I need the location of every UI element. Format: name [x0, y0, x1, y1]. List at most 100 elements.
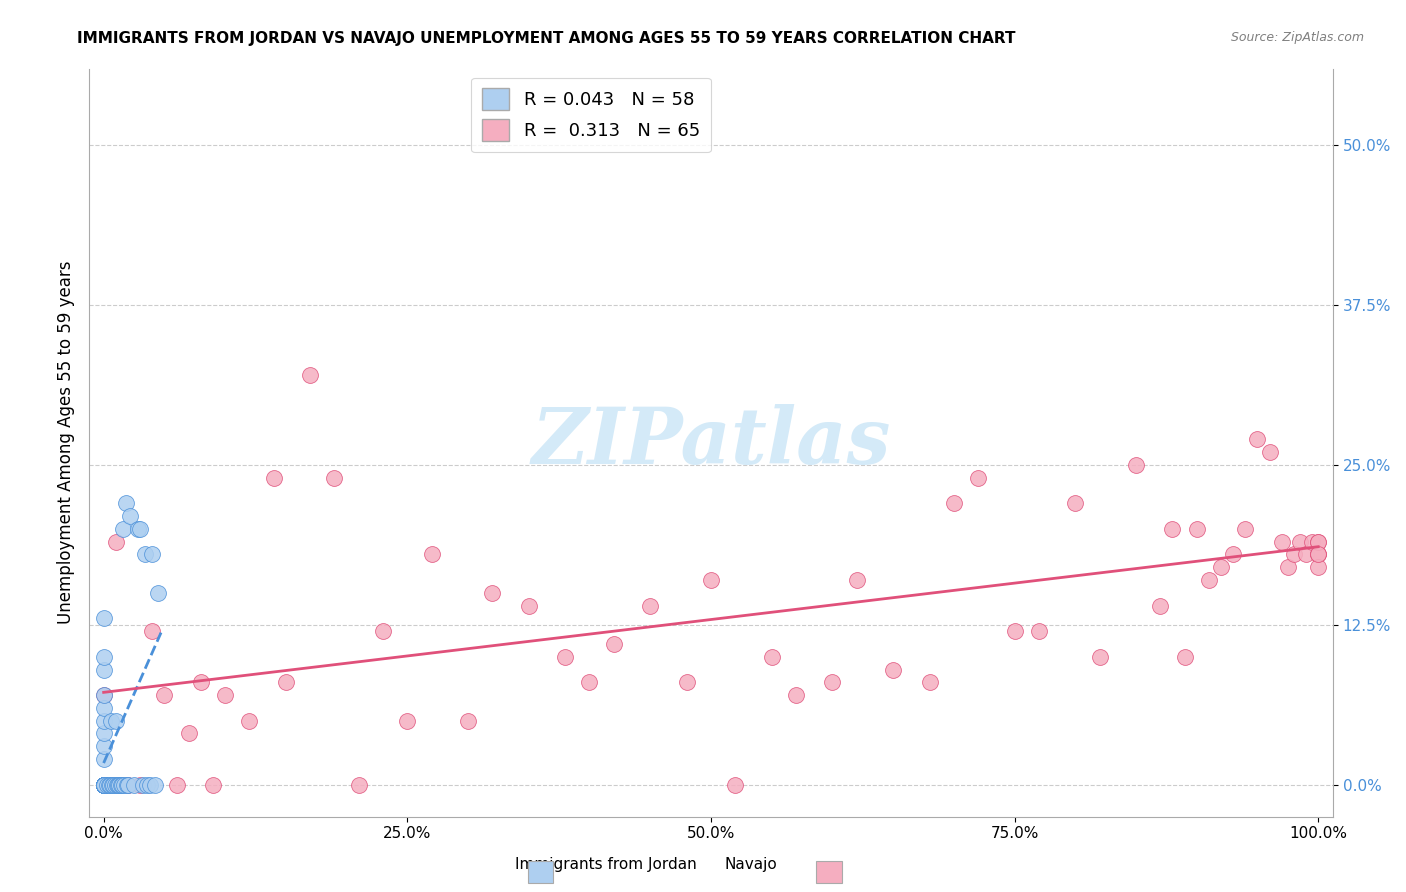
Point: [107, 778, 129, 792]
Point: [517, 599, 540, 613]
Point: [214, 688, 236, 702]
Point: [1088, 649, 1111, 664]
Point: [481, 586, 503, 600]
Point: [93, 739, 115, 754]
Point: [98, 778, 121, 792]
Point: [603, 637, 626, 651]
Point: [177, 726, 200, 740]
Y-axis label: Unemployment Among Ages 55 to 59 years: Unemployment Among Ages 55 to 59 years: [58, 260, 75, 624]
Point: [93, 778, 115, 792]
Point: [104, 714, 127, 728]
Point: [148, 586, 170, 600]
Point: [1064, 496, 1087, 510]
Point: [1308, 534, 1330, 549]
Point: [323, 471, 346, 485]
Point: [97, 778, 120, 792]
Point: [93, 778, 115, 792]
Point: [93, 778, 115, 792]
Point: [93, 778, 115, 792]
Point: [638, 599, 661, 613]
Point: [554, 649, 576, 664]
Point: [1198, 573, 1220, 587]
Point: [1161, 522, 1184, 536]
Point: [967, 471, 990, 485]
Text: Navajo: Navajo: [725, 857, 778, 872]
Point: [115, 778, 138, 792]
Point: [93, 778, 115, 792]
Point: [93, 778, 115, 792]
Point: [942, 496, 965, 510]
Point: [136, 778, 159, 792]
Point: [104, 534, 127, 549]
Point: [761, 649, 783, 664]
Point: [1308, 560, 1330, 574]
Point: [103, 778, 125, 792]
Point: [93, 649, 115, 664]
Point: [93, 714, 115, 728]
Point: [700, 573, 723, 587]
Point: [93, 778, 115, 792]
Point: [1308, 534, 1330, 549]
Point: [1308, 548, 1330, 562]
Point: [396, 714, 419, 728]
Point: [1004, 624, 1026, 639]
Point: [821, 675, 844, 690]
Point: [190, 675, 212, 690]
Point: [347, 778, 370, 792]
Point: [1222, 548, 1244, 562]
Point: [93, 663, 115, 677]
Point: [166, 778, 188, 792]
Point: [93, 778, 115, 792]
Point: [93, 688, 115, 702]
Point: [1308, 548, 1330, 562]
Text: ZIPatlas: ZIPatlas: [531, 404, 890, 481]
Point: [131, 778, 153, 792]
Point: [882, 663, 904, 677]
Point: [129, 522, 152, 536]
Point: [1271, 534, 1294, 549]
Point: [1308, 548, 1330, 562]
Point: [93, 611, 115, 625]
Point: [112, 522, 135, 536]
Point: [153, 688, 176, 702]
Point: [134, 548, 156, 562]
Point: [785, 688, 807, 702]
Point: [122, 778, 145, 792]
Point: [108, 778, 131, 792]
Point: [93, 778, 115, 792]
Point: [420, 548, 443, 562]
Text: Immigrants from Jordan: Immigrants from Jordan: [515, 857, 697, 872]
Point: [120, 509, 142, 524]
Point: [112, 778, 135, 792]
Point: [111, 778, 134, 792]
Point: [457, 714, 479, 728]
Point: [129, 778, 152, 792]
Point: [1282, 548, 1305, 562]
Point: [1209, 560, 1232, 574]
Point: [93, 726, 115, 740]
Point: [93, 752, 115, 766]
Point: [105, 778, 128, 792]
Point: [96, 778, 118, 792]
Point: [93, 778, 115, 792]
Point: [117, 778, 139, 792]
Text: Source: ZipAtlas.com: Source: ZipAtlas.com: [1230, 31, 1364, 45]
Point: [1289, 534, 1312, 549]
Point: [101, 778, 124, 792]
Point: [1028, 624, 1050, 639]
Point: [1258, 445, 1281, 459]
Point: [1295, 548, 1317, 562]
Point: [93, 778, 115, 792]
Point: [845, 573, 868, 587]
Point: [263, 471, 285, 485]
Point: [724, 778, 747, 792]
Point: [93, 778, 115, 792]
Point: [675, 675, 697, 690]
Point: [201, 778, 224, 792]
Point: [1234, 522, 1257, 536]
Point: [578, 675, 600, 690]
Point: [1174, 649, 1197, 664]
Point: [117, 778, 139, 792]
Point: [93, 778, 115, 792]
Point: [371, 624, 394, 639]
